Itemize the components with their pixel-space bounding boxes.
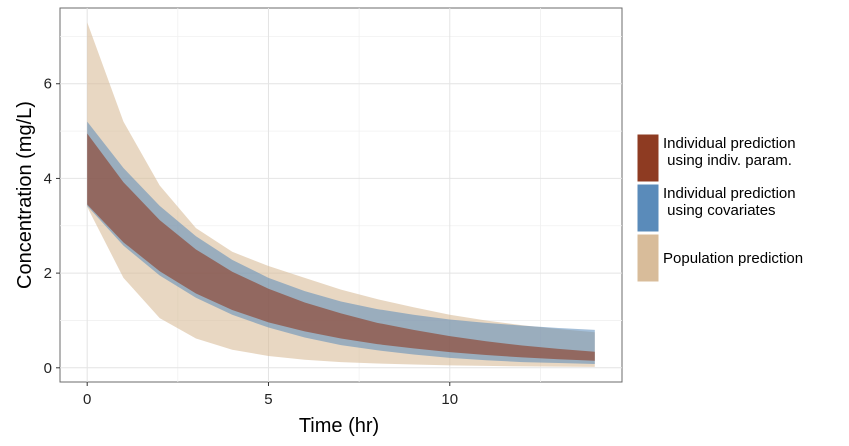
y-axis: 0 2 4 6	[44, 76, 60, 377]
legend-key-swatch	[636, 233, 660, 283]
legend-label: Population prediction	[663, 250, 803, 267]
legend-item-population: Population prediction	[636, 233, 803, 283]
band-individual-prediction-indiv-param	[87, 133, 595, 361]
legend-label: Individual prediction	[663, 135, 796, 152]
legend-label: using indiv. param.	[663, 152, 792, 169]
legend-item-indiv-param: Individual prediction using indiv. param…	[636, 133, 796, 183]
legend-label: Individual prediction	[663, 185, 796, 202]
y-axis-title: Concentration (mg/L)	[14, 101, 36, 289]
x-tick-label: 5	[264, 391, 272, 408]
bands	[87, 22, 595, 367]
y-tick-label: 6	[44, 76, 52, 93]
legend-label: using covariates	[663, 202, 776, 219]
x-axis-title: Time (hr)	[299, 415, 379, 437]
band-individual-prediction-covariates	[87, 121, 595, 365]
legend-key-swatch	[636, 133, 660, 183]
legend-key-swatch	[636, 183, 660, 233]
y-tick-label: 0	[44, 360, 52, 377]
x-tick-label: 10	[441, 391, 458, 408]
x-axis: 0 5 10	[83, 382, 458, 408]
y-tick-label: 4	[44, 170, 52, 187]
legend-item-covariates: Individual prediction using covariates	[636, 183, 796, 233]
y-tick-label: 2	[44, 265, 52, 282]
x-tick-label: 0	[83, 391, 91, 408]
legend: Individual prediction using indiv. param…	[636, 133, 803, 283]
